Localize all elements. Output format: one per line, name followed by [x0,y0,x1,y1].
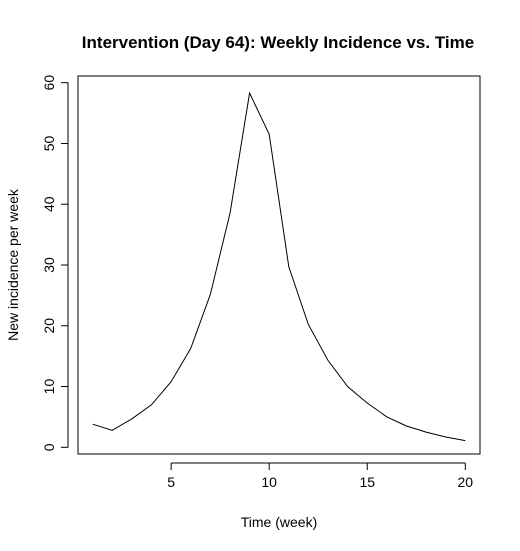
y-tick-label: 30 [41,257,57,273]
y-tick-label: 60 [41,75,57,91]
y-tick-label: 50 [41,135,57,151]
plot-frame [77,75,481,455]
x-tick-label: 5 [167,474,175,490]
x-tick-label: 20 [458,474,474,490]
y-tick-label: 20 [41,318,57,334]
chart-title: Intervention (Day 64): Weekly Incidence … [82,33,474,52]
x-tick-label: 15 [359,474,375,490]
y-tick-label: 10 [41,379,57,395]
x-tick-label: 10 [261,474,277,490]
y-tick-label: 40 [41,196,57,212]
y-tick-label: 0 [41,443,57,451]
x-axis-label: Time (week) [241,514,318,530]
x-axis: 5 10 15 20 [167,462,474,490]
incidence-series-line [92,91,466,442]
y-axis-label: New incidence per week [5,188,21,341]
y-axis: 0 10 20 30 40 50 60 [41,75,69,451]
